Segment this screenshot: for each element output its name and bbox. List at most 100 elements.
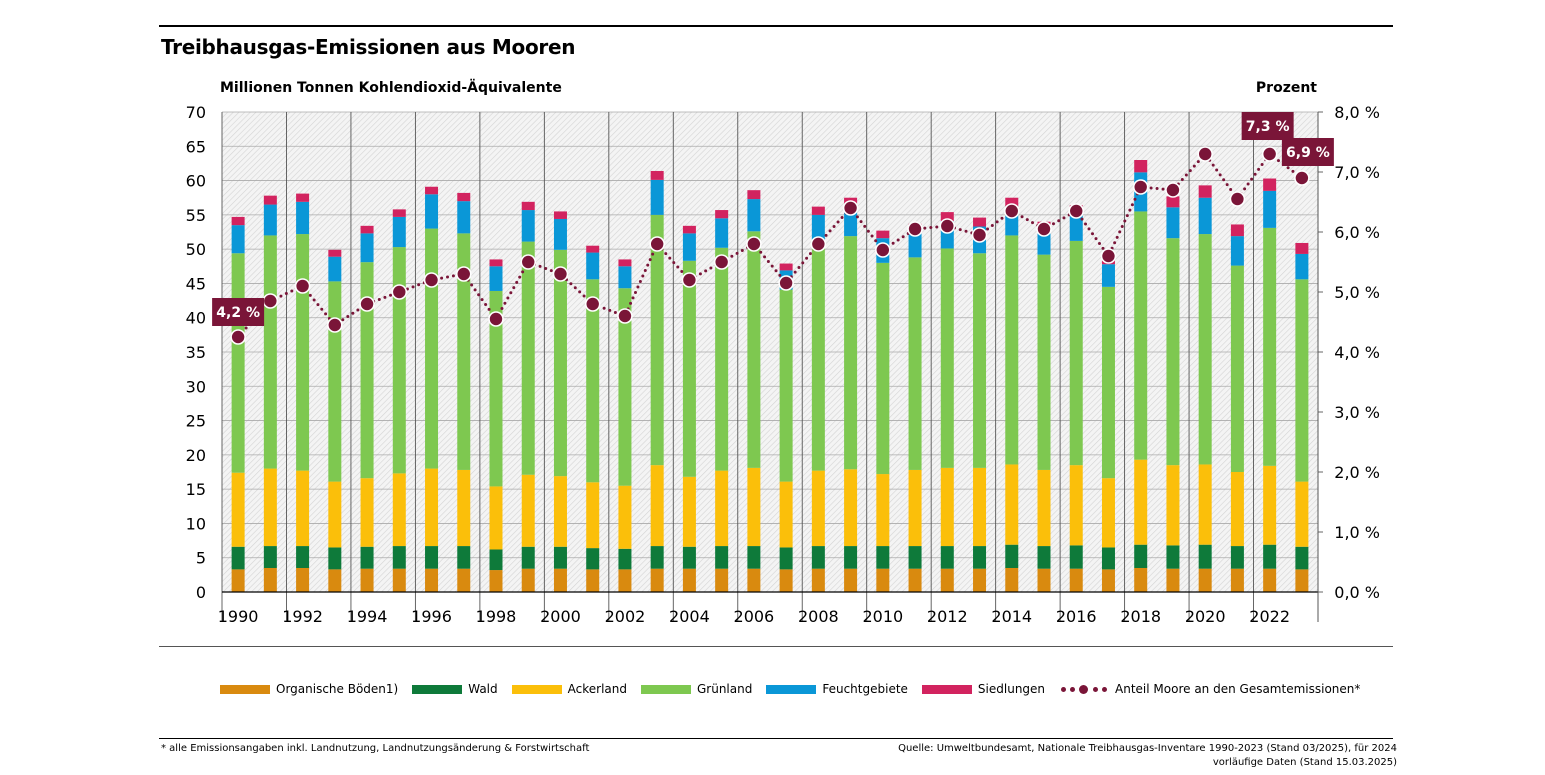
y-tick-label: 35 [186,343,206,362]
bar-segment [231,472,245,547]
share-point [1294,170,1310,186]
bar-segment [908,469,922,547]
bar-segment [747,190,761,200]
bar-segment [618,266,632,289]
share-point [1068,203,1085,219]
bar-segment [1134,160,1148,173]
x-tick-label: 1998 [476,607,517,626]
y-tick-label: 30 [186,377,206,396]
source-line-2: vorläufige Daten (Stand 15.03.2025) [1212,757,1397,768]
bar-segment [360,225,374,234]
legend-item-gruenland: Grünland [640,682,752,696]
bar-segment [779,289,793,482]
bar-segment [844,568,858,592]
legend-dots-icon [1059,684,1109,694]
y-tick-label: 20 [186,446,206,465]
bar-segment [489,570,503,592]
bar-segment [1166,545,1180,569]
bar-segment [1198,234,1212,465]
x-tick-label: 1994 [347,607,388,626]
bar-segment [1005,197,1019,207]
bar-segment [1198,185,1212,198]
bar-segment [811,568,825,592]
bar-segment [618,485,632,549]
bar-segment [553,568,567,592]
y2-tick-label: 3,0 % [1334,403,1380,422]
bar-segment [779,547,793,570]
y-tick-label: 45 [186,274,206,293]
share-point [455,266,472,282]
bar-segment [1166,196,1180,208]
bar-segment [1069,465,1083,546]
x-tick-label: 2022 [1249,607,1290,626]
bar-segment [618,259,632,267]
legend-label: Siedlungen [977,682,1046,696]
y2-tick-label: 7,0 % [1334,163,1380,182]
bar-segment [844,236,858,470]
bar-segment [360,546,374,569]
share-point [1100,248,1117,264]
bar-segment [1230,224,1244,237]
bar-segment [682,233,696,261]
bar-segment [908,257,922,470]
bar-segment [553,218,567,250]
bar-segment [876,546,890,569]
bar-segment [650,170,664,180]
x-tick-label: 2004 [669,607,710,626]
bar-segment [844,469,858,547]
share-point [649,236,665,252]
bar-segment [940,568,954,592]
x-tick-label: 2006 [734,607,775,626]
top-rule [159,25,1393,27]
bar-segment [586,569,600,592]
annotation-box [212,298,265,326]
bar-segment [1037,546,1051,569]
legend-label: Anteil Moore an den Gesamtemissionen* [1115,682,1361,696]
bar-segment [489,290,503,487]
bar-segment [1005,235,1019,465]
bar-segment [328,249,342,257]
annotation-label: 6,9 % [1286,145,1330,161]
bar-segment [747,199,761,232]
bar-segment [973,546,987,569]
bar-segment [1166,465,1180,546]
bar-segment [908,568,922,592]
bar-segment [553,476,567,547]
bar-segment [1037,230,1051,255]
bar-segment [296,193,310,202]
bar-segment [1037,254,1051,470]
bar-segment [231,216,245,226]
bar-segment [296,470,310,547]
bar-segment [747,231,761,468]
annotation-label: 4,2 % [216,305,260,321]
legend: Organische Böden1) Wald Ackerland Grünla… [220,682,1374,696]
bar-segment [1037,469,1051,547]
share-point [230,329,246,345]
bar-segment [650,568,664,592]
bar-segment [360,478,374,547]
share-point [939,218,956,234]
bar-segment [650,465,664,547]
bar-segment [618,548,632,570]
bar-segment [296,234,310,471]
bar-segment [1263,178,1277,191]
y2-tick-label: 8,0 % [1334,103,1380,122]
bar-segment [1230,472,1244,547]
legend-item-ackerland: Ackerland [511,682,627,696]
annotation-box [1241,112,1294,140]
bar-segment [682,476,696,547]
footer-rule [159,738,1393,739]
share-point [746,236,762,252]
bar-segment [747,568,761,592]
bar-segment [876,568,890,592]
bar-segment [1295,253,1309,280]
y-tick-label: 10 [186,514,206,533]
bar-segment [844,546,858,569]
bar-segment [1069,240,1083,466]
bar-segment [328,281,342,482]
bar-segment [1166,207,1180,239]
bar-segment [489,549,503,571]
bar-segment [1263,227,1277,466]
y-tick-label: 60 [186,172,206,191]
share-point [552,266,569,282]
